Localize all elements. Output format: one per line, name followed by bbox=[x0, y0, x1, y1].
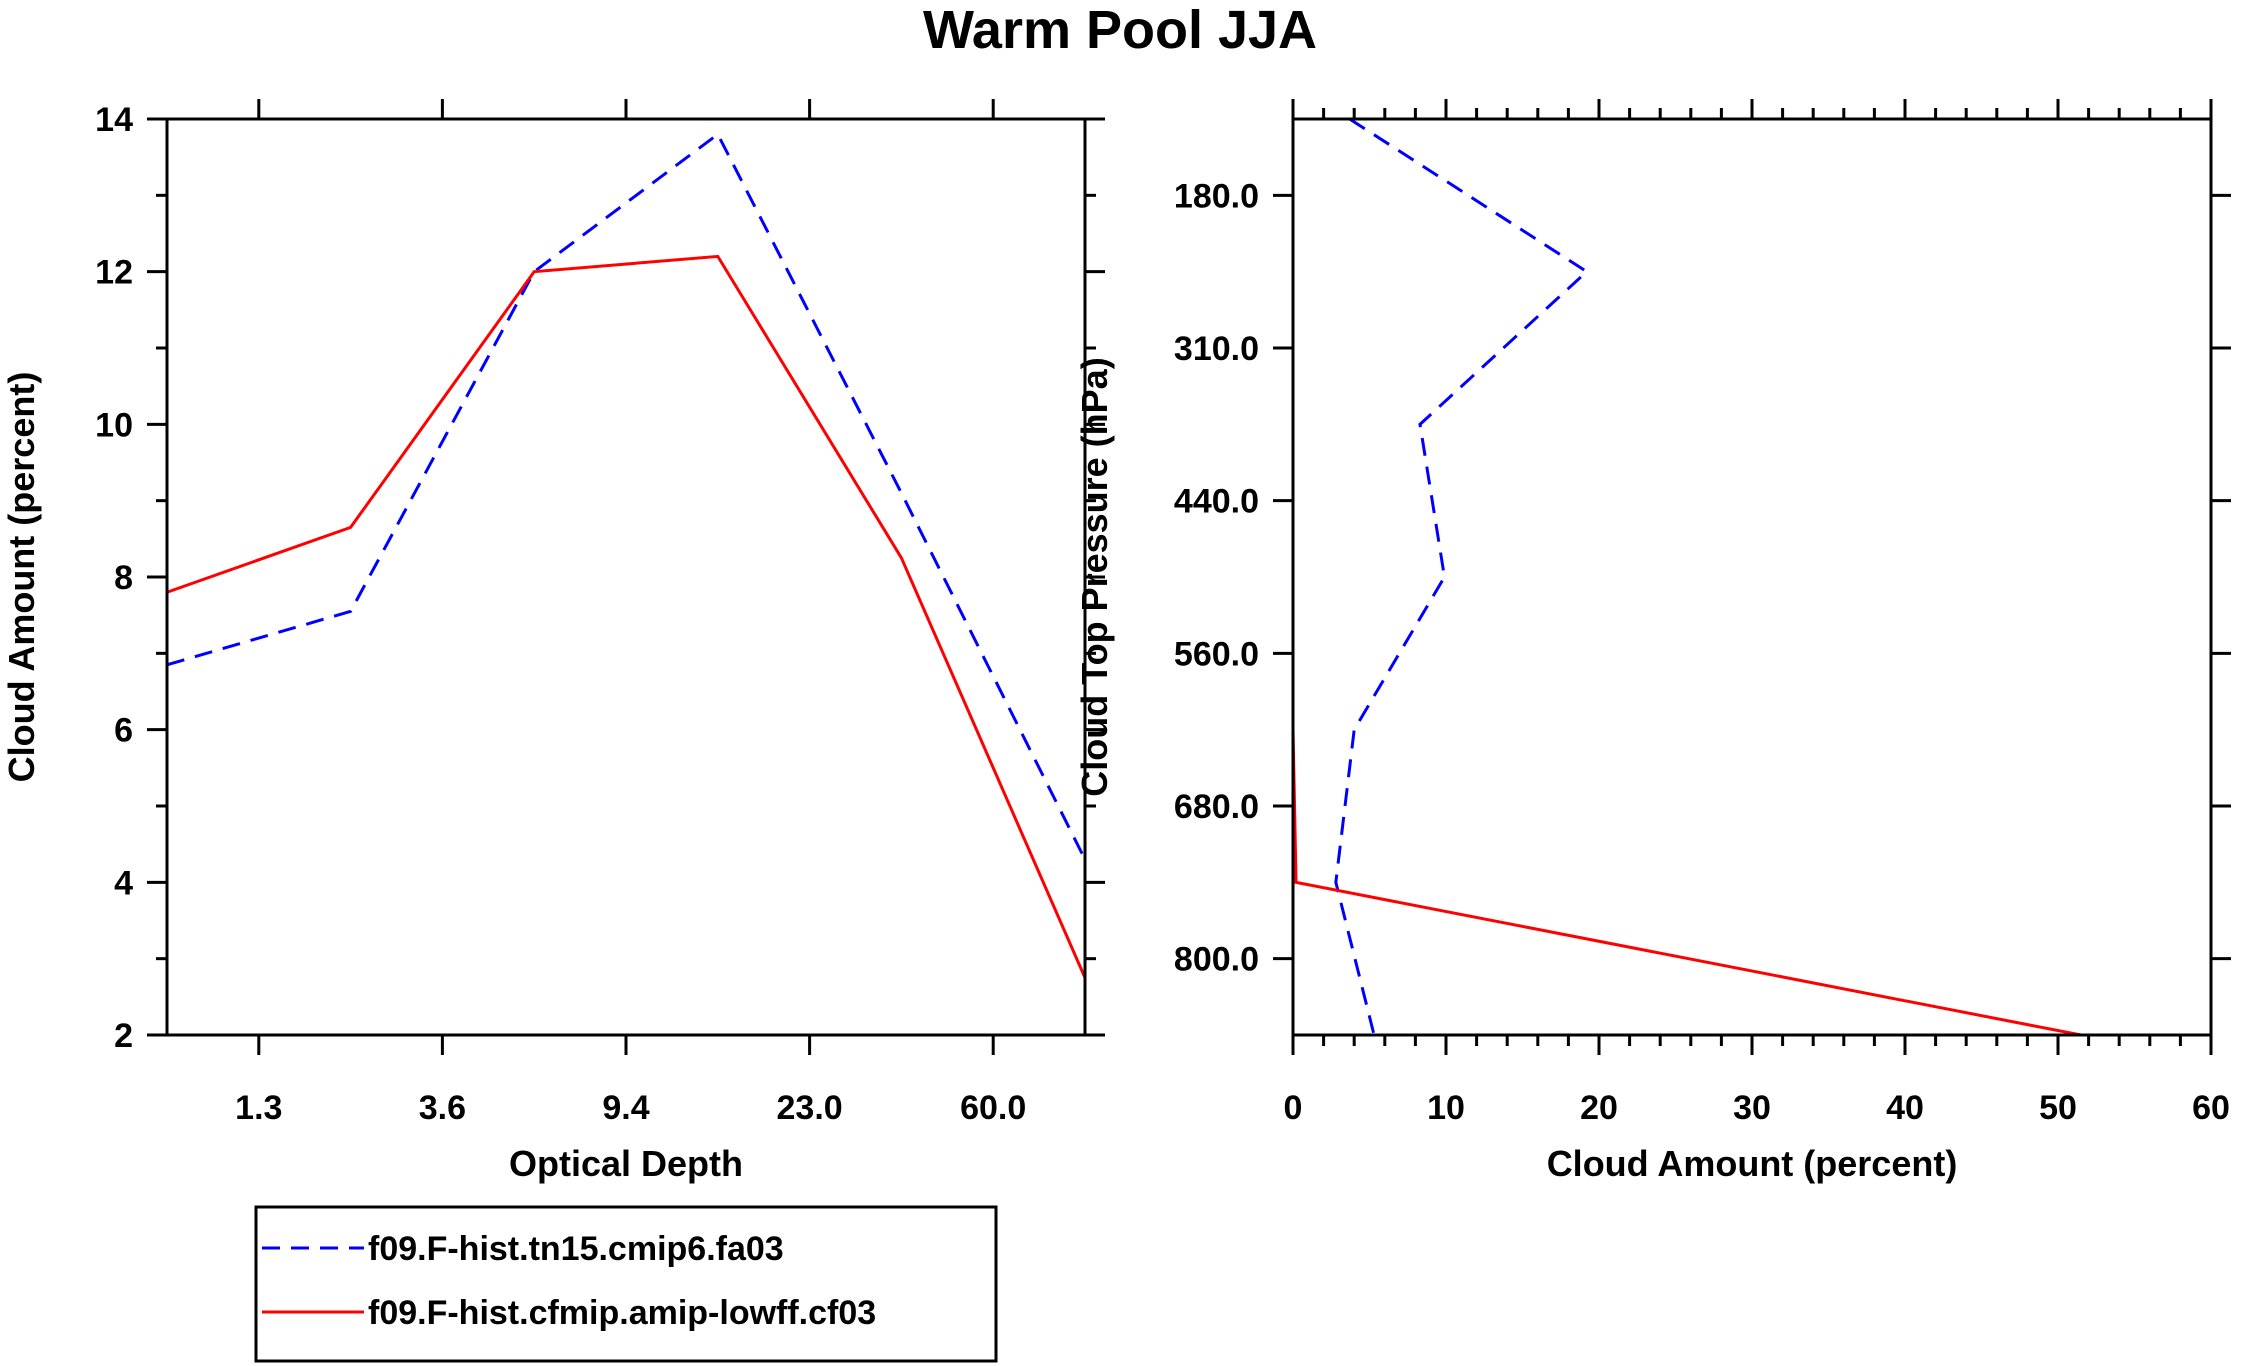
left-x-axis-label: Optical Depth bbox=[509, 1143, 743, 1184]
right-x-tick-label: 60 bbox=[2192, 1089, 2230, 1127]
legend-frame bbox=[254, 1205, 998, 1363]
right-x-tick-label: 50 bbox=[2039, 1089, 2077, 1127]
left-x-tick-label: 60.0 bbox=[960, 1089, 1026, 1127]
left-y-tick-label: 8 bbox=[114, 559, 133, 597]
right-y-tick-label: 560.0 bbox=[1174, 635, 1259, 673]
left-panel: 2 4 6 8 10 12 14 1.3 3.6 9.4 23.0 60.0 Optical Dept… bbox=[1, 99, 1105, 1184]
right-x-tick-label: 40 bbox=[1886, 1089, 1924, 1127]
left-y-tick-label: 2 bbox=[114, 1017, 133, 1055]
right-y-tick-label: 440.0 bbox=[1174, 483, 1259, 521]
right-y-tick-label: 310.0 bbox=[1174, 330, 1259, 368]
left-y-tick-label: 10 bbox=[95, 406, 133, 444]
right-x-tick-label: 10 bbox=[1427, 1089, 1465, 1127]
left-y-tick-label: 12 bbox=[95, 254, 133, 292]
left-y-tick-label: 6 bbox=[114, 712, 133, 750]
right-x-tick-label: 0 bbox=[1284, 1089, 1303, 1127]
right-y-axis-label: Cloud Top Pressure (hPa) bbox=[1074, 357, 1115, 796]
legend: f09.F-hist.tn15.cmip6.fa03 f09.F-hist.cfm… bbox=[254, 1205, 998, 1363]
right-series-line-1 bbox=[1334, 117, 1590, 1036]
legend-label-1: f09.F-hist.tn15.cmip6.fa03 bbox=[368, 1230, 784, 1268]
left-series-line-1 bbox=[166, 132, 1087, 861]
right-x-tick-label: 20 bbox=[1580, 1089, 1618, 1127]
chart-title: Warm Pool JJA bbox=[923, 0, 1317, 60]
left-y-tick-label: 14 bbox=[95, 101, 133, 139]
left-series-line-2 bbox=[166, 254, 1087, 979]
left-plot-frame bbox=[165, 117, 1087, 1037]
left-y-axis-label: Cloud Amount (percent) bbox=[1, 372, 42, 783]
left-x-tick-label: 1.3 bbox=[235, 1089, 282, 1127]
right-x-axis-label: Cloud Amount (percent) bbox=[1547, 1143, 1958, 1184]
right-y-tick-label: 680.0 bbox=[1174, 788, 1259, 826]
right-plot-frame bbox=[1291, 117, 2213, 1037]
left-x-tick-label: 3.6 bbox=[419, 1089, 466, 1127]
legend-label-2: f09.F-hist.cfmip.amip-lowff.cf03 bbox=[368, 1294, 876, 1332]
right-y-tick-label: 180.0 bbox=[1174, 177, 1259, 215]
right-series-line-2 bbox=[1291, 119, 2082, 1037]
left-x-tick-label: 9.4 bbox=[602, 1089, 649, 1127]
right-y-tick-label: 800.0 bbox=[1174, 941, 1259, 979]
left-x-tick-label: 23.0 bbox=[777, 1089, 843, 1127]
left-y-tick-label: 4 bbox=[114, 864, 133, 902]
right-panel: 0 10 20 30 40 50 60 180.0 310.0 440.0 560.0 680.0 80… bbox=[1074, 99, 2231, 1184]
right-x-tick-label: 30 bbox=[1733, 1089, 1771, 1127]
